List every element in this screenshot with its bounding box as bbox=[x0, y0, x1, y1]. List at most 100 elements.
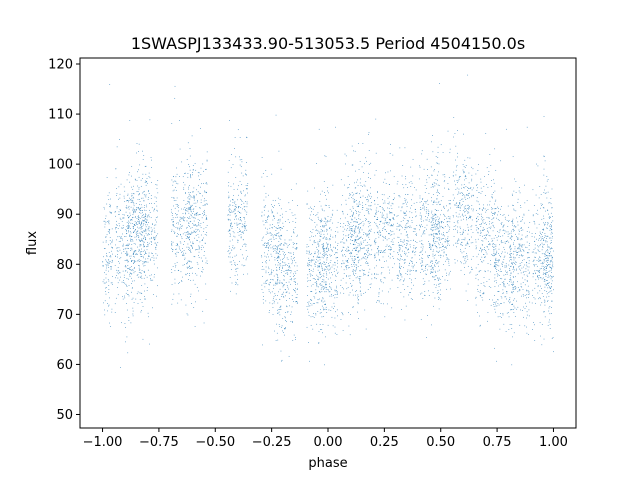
data-point bbox=[330, 238, 331, 240]
data-point bbox=[357, 256, 359, 258]
data-point bbox=[314, 266, 316, 267]
data-point bbox=[122, 224, 124, 226]
data-point bbox=[230, 200, 231, 202]
data-point bbox=[123, 277, 125, 278]
data-point bbox=[458, 177, 460, 178]
data-point bbox=[234, 208, 236, 210]
data-point bbox=[146, 249, 148, 251]
data-point bbox=[366, 257, 368, 259]
data-point bbox=[351, 234, 352, 236]
data-point bbox=[156, 188, 158, 190]
data-point bbox=[178, 293, 180, 295]
data-point bbox=[508, 300, 509, 302]
data-point bbox=[184, 257, 186, 259]
data-point bbox=[328, 220, 330, 222]
data-point bbox=[323, 279, 325, 281]
data-point bbox=[104, 223, 106, 225]
data-point bbox=[239, 156, 240, 158]
data-point bbox=[127, 261, 129, 262]
data-point bbox=[233, 248, 235, 250]
data-point bbox=[319, 232, 320, 234]
data-point bbox=[188, 186, 189, 188]
data-point bbox=[119, 272, 121, 274]
data-point bbox=[129, 212, 131, 214]
data-point bbox=[203, 237, 204, 239]
data-point bbox=[419, 195, 421, 197]
data-point bbox=[435, 179, 437, 180]
data-point bbox=[411, 182, 413, 184]
data-point bbox=[437, 224, 438, 225]
data-point bbox=[245, 225, 247, 226]
data-point bbox=[412, 158, 414, 160]
data-point bbox=[397, 252, 399, 254]
data-point bbox=[384, 316, 386, 318]
data-point bbox=[128, 231, 129, 233]
data-point bbox=[342, 211, 344, 213]
data-point bbox=[192, 267, 193, 268]
data-point bbox=[135, 254, 137, 255]
data-point bbox=[291, 278, 292, 280]
data-point bbox=[295, 301, 297, 303]
data-point bbox=[243, 232, 244, 234]
data-point bbox=[477, 238, 479, 240]
data-point bbox=[353, 221, 355, 222]
data-point bbox=[420, 293, 421, 295]
data-point bbox=[359, 250, 361, 252]
data-points bbox=[102, 74, 554, 368]
data-point bbox=[365, 239, 366, 241]
data-point bbox=[144, 254, 145, 255]
data-point bbox=[464, 237, 466, 239]
data-point bbox=[337, 222, 339, 223]
data-point bbox=[510, 230, 512, 232]
data-point bbox=[399, 229, 401, 230]
data-point bbox=[427, 269, 428, 271]
data-point bbox=[358, 256, 359, 258]
data-point bbox=[136, 275, 138, 276]
data-point bbox=[434, 236, 436, 238]
data-point bbox=[237, 210, 239, 212]
data-point bbox=[140, 185, 142, 187]
data-point bbox=[432, 262, 434, 264]
data-point bbox=[137, 216, 139, 217]
data-point bbox=[144, 238, 146, 240]
data-point bbox=[438, 223, 440, 225]
data-point bbox=[134, 211, 136, 213]
data-point bbox=[200, 223, 202, 224]
data-point bbox=[317, 265, 319, 267]
data-point bbox=[503, 286, 505, 288]
data-point bbox=[320, 263, 322, 265]
data-point bbox=[192, 169, 194, 171]
data-point bbox=[315, 293, 317, 294]
data-point bbox=[289, 244, 290, 245]
data-point bbox=[245, 250, 247, 251]
data-point bbox=[385, 246, 387, 247]
data-point bbox=[466, 216, 467, 218]
data-point bbox=[434, 182, 436, 184]
data-point bbox=[347, 247, 349, 248]
data-point bbox=[176, 214, 178, 215]
data-point bbox=[315, 289, 317, 291]
data-point bbox=[341, 251, 342, 252]
data-point bbox=[246, 213, 248, 215]
data-point bbox=[175, 253, 177, 255]
data-point bbox=[261, 176, 263, 178]
data-point bbox=[379, 224, 381, 225]
data-point bbox=[345, 199, 347, 201]
data-point bbox=[359, 223, 360, 225]
data-point bbox=[348, 258, 349, 260]
data-point bbox=[132, 200, 134, 202]
data-point bbox=[353, 264, 355, 265]
data-point bbox=[378, 301, 380, 303]
data-point bbox=[198, 247, 200, 249]
data-point bbox=[342, 277, 344, 279]
data-point bbox=[286, 243, 288, 245]
data-point bbox=[398, 195, 400, 197]
data-point bbox=[143, 249, 145, 251]
data-point bbox=[203, 183, 204, 184]
data-point bbox=[368, 234, 370, 236]
data-point bbox=[355, 277, 357, 279]
data-point bbox=[426, 158, 428, 160]
data-point bbox=[186, 210, 188, 212]
data-point bbox=[174, 85, 176, 87]
data-point bbox=[273, 302, 275, 304]
